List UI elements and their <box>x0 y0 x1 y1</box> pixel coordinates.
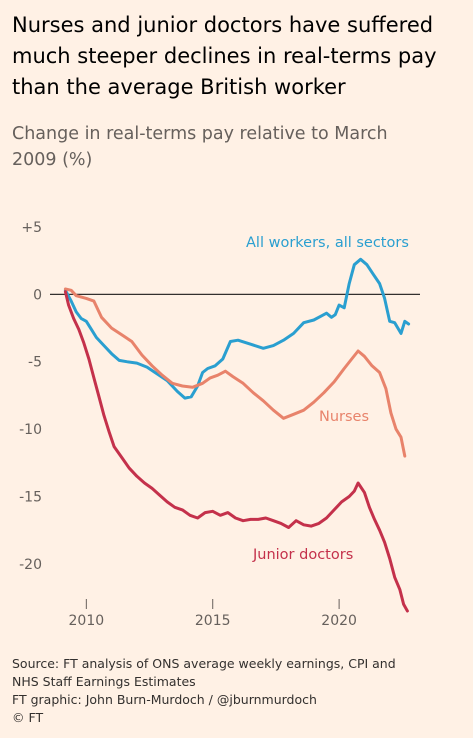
source-line-1: Source: FT analysis of ONS average weekl… <box>12 656 396 671</box>
y-axis: +5 0 -5 -10 -15 -20 <box>19 220 420 573</box>
x-tick-label: 2020 <box>321 613 357 629</box>
x-tick-label: 2015 <box>195 613 231 629</box>
y-tick-label: -10 <box>19 422 42 438</box>
series-line-junior-doctors <box>63 290 409 613</box>
y-tick-label: -15 <box>19 489 42 505</box>
credit-line: FT graphic: John Burn-Murdoch / @jburnmu… <box>12 692 317 707</box>
y-tick-label: 0 <box>33 287 42 303</box>
source-notes: Source: FT analysis of ONS average weekl… <box>12 655 467 727</box>
source-line-2: NHS Staff Earnings Estimates <box>12 674 196 689</box>
x-axis: 2010 2015 2020 <box>69 599 357 629</box>
series-line-nurses <box>63 287 407 458</box>
chart-title: Nurses and junior doctors have suffered … <box>12 13 437 99</box>
y-tick-label: +5 <box>21 220 42 236</box>
y-tick-label: -5 <box>28 355 42 371</box>
series-label-junior-doctors: Junior doctors <box>252 547 353 563</box>
chart-subtitle: Change in real-terms pay relative to Mar… <box>12 124 388 170</box>
series-line-all-workers-all-sectors <box>63 257 411 400</box>
series-group <box>63 257 411 613</box>
series-label-all-workers-all-sectors: All workers, all sectors <box>246 235 409 251</box>
series-label-nurses: Nurses <box>319 409 369 425</box>
y-tick-label: -20 <box>19 557 42 573</box>
x-tick-label: 2010 <box>69 613 105 629</box>
copyright-line: © FT <box>12 710 44 725</box>
line-chart: +5 0 -5 -10 -15 -20 2010 2015 2020 All workers,… <box>19 220 420 629</box>
series-labels: All workers, all sectors Nurses Junior doc… <box>246 235 409 563</box>
